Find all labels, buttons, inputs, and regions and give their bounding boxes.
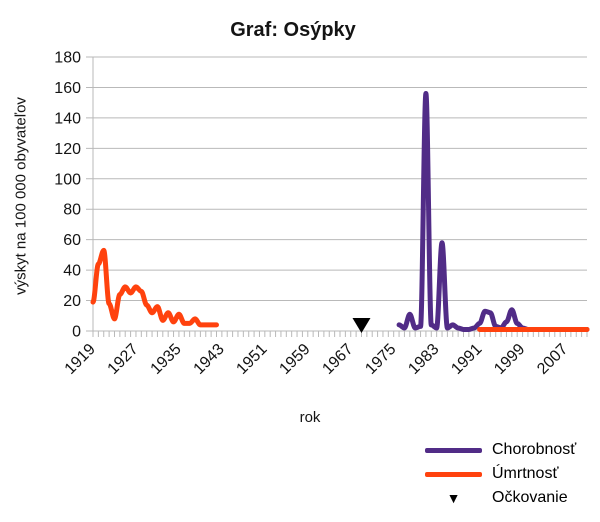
- y-tick-label: 160: [54, 80, 81, 97]
- x-tick-label: 1951: [233, 341, 270, 378]
- x-tick-label: 1967: [319, 341, 356, 378]
- y-tick-label: 180: [54, 50, 81, 67]
- x-tick-label: 1991: [448, 341, 485, 378]
- y-tick-label: 120: [54, 141, 81, 158]
- x-tick-label: 2007: [534, 341, 571, 378]
- legend-item-umrtnost: Úmrtnosť: [425, 462, 576, 486]
- y-tick-label: 140: [54, 110, 81, 127]
- legend-swatch-umrtnost: [425, 471, 482, 477]
- x-tick-label: 1959: [276, 341, 313, 378]
- triangle-down-icon: ▼: [446, 490, 461, 506]
- x-axis-label: rok: [299, 409, 321, 426]
- y-tick-label: 40: [63, 263, 81, 280]
- series-umrtnost-line: [90, 247, 219, 328]
- legend-item-chorobnost: Chorobnosť: [425, 438, 576, 462]
- y-tick-label: 0: [72, 324, 81, 341]
- legend-item-ockovanie: ▼ Očkovanie: [425, 486, 576, 510]
- x-tick-label: 1927: [105, 341, 142, 378]
- x-tick-label: 1999: [491, 341, 528, 378]
- vaccination-marker: [352, 318, 371, 333]
- y-tick-label: 80: [63, 202, 81, 219]
- chart-title: Graf: Osýpky: [230, 19, 356, 41]
- y-tick-label: 20: [63, 293, 81, 310]
- series-chorobnost-line: [396, 91, 590, 332]
- x-tick-label: 1975: [362, 341, 399, 378]
- legend-label-ockovanie: Očkovanie: [492, 489, 568, 506]
- y-tick-label: 100: [54, 171, 81, 188]
- x-tick-label: 1983: [405, 341, 442, 378]
- legend-label-chorobnost: Chorobnosť: [492, 441, 577, 458]
- legend: Chorobnosť Úmrtnosť ▼ Očkovanie: [425, 438, 576, 510]
- legend-swatch-chorobnost: [425, 447, 482, 453]
- y-tick-label: 60: [63, 232, 81, 249]
- x-tick-label: 1943: [191, 341, 228, 378]
- x-tick-label: 1935: [148, 341, 185, 378]
- legend-label-umrtnost: Úmrtnosť: [492, 465, 559, 482]
- x-tick-label: 1919: [62, 341, 99, 378]
